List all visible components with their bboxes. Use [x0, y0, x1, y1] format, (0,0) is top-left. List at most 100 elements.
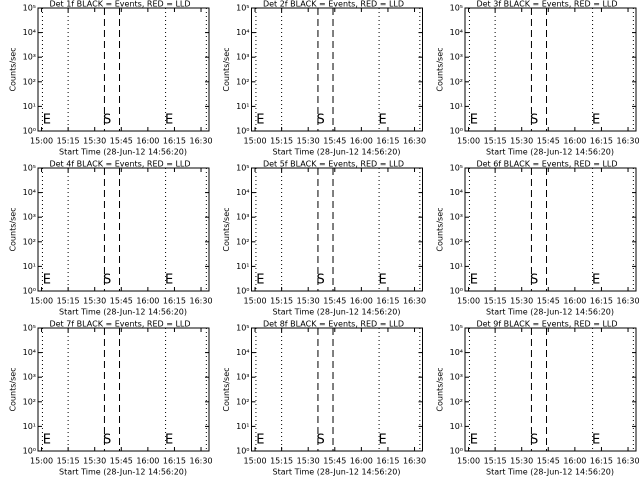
x-tick-label: 16:30 [403, 457, 426, 466]
x-tick-label: 15:00 [30, 137, 53, 146]
x-tick-label: 15:00 [30, 297, 53, 306]
chart-title: Det 9f BLACK = Events, RED = LLD [476, 320, 617, 329]
y-tick-label: 10² [23, 77, 36, 86]
x-axis-label: Start Time (28-Jun-12 14:56:20) [59, 308, 187, 317]
x-tick-label: 15:15 [484, 137, 507, 146]
y-tick-label: 10³ [450, 53, 463, 62]
y-tick-label: 10² [23, 237, 36, 246]
chart-title: Det 4f BLACK = Events, RED = LLD [49, 160, 190, 169]
y-tick-label: 10⁵ [23, 164, 36, 173]
y-tick-label: 10³ [23, 53, 36, 62]
x-tick-label: 15:30 [83, 297, 106, 306]
x-tick-label: 15:30 [297, 297, 320, 306]
annotation: S [316, 273, 324, 288]
x-tick-label: 16:30 [616, 457, 639, 466]
x-tick-label: 15:45 [110, 457, 133, 466]
annotation: E [592, 433, 600, 448]
x-tick-label: 15:45 [537, 457, 560, 466]
plot-frame [464, 327, 637, 452]
y-tick-label: 10⁵ [236, 4, 249, 13]
y-tick-label: 10⁴ [23, 348, 36, 357]
y-tick-label: 10² [236, 397, 249, 406]
annotation: E [256, 273, 264, 288]
y-tick-label: 10³ [236, 53, 249, 62]
x-axis-label: Start Time (28-Jun-12 14:56:20) [486, 148, 614, 157]
chart-title: Det 1f BLACK = Events, RED = LLD [49, 0, 190, 9]
y-tick-label: 10² [450, 77, 463, 86]
y-tick-label: 10⁵ [236, 164, 249, 173]
annotation: E [470, 113, 478, 128]
y-axis-label: Counts/sec [9, 207, 18, 251]
y-tick-label: 10³ [23, 373, 36, 382]
x-tick-label: 15:00 [244, 297, 267, 306]
plot-frame [464, 167, 637, 292]
annotation: S [316, 113, 324, 128]
y-tick-label: 10³ [236, 213, 249, 222]
y-tick-label: 10⁴ [23, 188, 36, 197]
y-tick-label: 10² [450, 237, 463, 246]
y-tick-label: 10⁰ [236, 127, 249, 136]
annotation: E [165, 273, 173, 288]
x-tick-label: 15:15 [57, 137, 80, 146]
y-tick-label: 10⁰ [23, 127, 36, 136]
annotation: E [165, 113, 173, 128]
x-tick-label: 15:30 [83, 457, 106, 466]
y-tick-label: 10¹ [450, 262, 463, 271]
y-tick-label: 10⁰ [236, 447, 249, 456]
x-tick-label: 15:30 [510, 137, 533, 146]
x-tick-label: 15:15 [57, 457, 80, 466]
y-tick-label: 10¹ [23, 262, 36, 271]
chart-title: Det 6f BLACK = Events, RED = LLD [476, 160, 617, 169]
x-tick-label: 16:15 [376, 297, 399, 306]
chart-title: Det 8f BLACK = Events, RED = LLD [263, 320, 404, 329]
x-tick-label: 15:00 [457, 297, 480, 306]
y-tick-label: 10⁰ [450, 447, 463, 456]
annotation: E [43, 433, 51, 448]
x-tick-label: 16:15 [376, 137, 399, 146]
x-tick-label: 16:15 [163, 137, 186, 146]
x-tick-label: 15:30 [83, 137, 106, 146]
annotation: E [379, 273, 387, 288]
annotation: E [379, 433, 387, 448]
x-tick-label: 16:00 [136, 137, 159, 146]
y-tick-label: 10⁴ [450, 188, 463, 197]
annotation: E [43, 113, 51, 128]
y-axis-label: Counts/sec [436, 47, 445, 91]
x-tick-label: 15:45 [110, 137, 133, 146]
x-tick-label: 15:15 [57, 297, 80, 306]
x-axis-label: Start Time (28-Jun-12 14:56:20) [59, 468, 187, 477]
x-tick-label: 15:15 [484, 297, 507, 306]
y-tick-label: 10⁴ [450, 348, 463, 357]
x-tick-label: 16:30 [616, 137, 639, 146]
y-tick-label: 10³ [236, 373, 249, 382]
x-tick-label: 15:00 [457, 457, 480, 466]
y-tick-label: 10² [450, 397, 463, 406]
y-tick-label: 10⁰ [23, 287, 36, 296]
y-tick-label: 10⁰ [450, 287, 463, 296]
annotation: S [530, 273, 538, 288]
y-tick-label: 10³ [23, 213, 36, 222]
y-axis-label: Counts/sec [9, 47, 18, 91]
annotation: E [43, 273, 51, 288]
y-tick-label: 10² [23, 397, 36, 406]
y-tick-label: 10⁴ [23, 28, 36, 37]
chart-title: Det 2f BLACK = Events, RED = LLD [263, 0, 404, 9]
x-tick-label: 15:00 [30, 457, 53, 466]
y-tick-label: 10¹ [450, 102, 463, 111]
annotation: S [316, 433, 324, 448]
x-tick-label: 15:15 [270, 137, 293, 146]
x-tick-label: 15:30 [510, 457, 533, 466]
plot-frame [464, 7, 637, 132]
x-axis-label: Start Time (28-Jun-12 14:56:20) [273, 468, 401, 477]
x-tick-label: 15:45 [323, 137, 346, 146]
y-tick-label: 10⁰ [236, 287, 249, 296]
plot-frame [37, 327, 210, 452]
y-axis-label: Counts/sec [222, 47, 231, 91]
x-tick-label: 15:15 [270, 457, 293, 466]
plot-frame [251, 7, 423, 132]
annotation: S [103, 113, 111, 128]
annotation: E [470, 273, 478, 288]
y-tick-label: 10⁴ [236, 28, 249, 37]
y-tick-label: 10⁵ [450, 4, 463, 13]
chart-title: Det 7f BLACK = Events, RED = LLD [49, 320, 190, 329]
